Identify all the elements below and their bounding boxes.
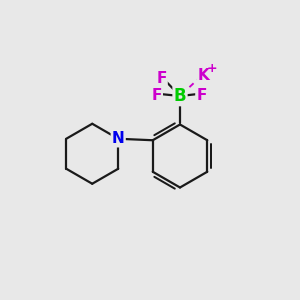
Text: F: F	[152, 88, 162, 103]
Text: B: B	[174, 87, 186, 105]
Text: +: +	[207, 62, 218, 76]
Text: F: F	[196, 88, 207, 103]
Text: N: N	[112, 131, 124, 146]
Text: K: K	[197, 68, 209, 82]
Text: F: F	[156, 70, 167, 86]
